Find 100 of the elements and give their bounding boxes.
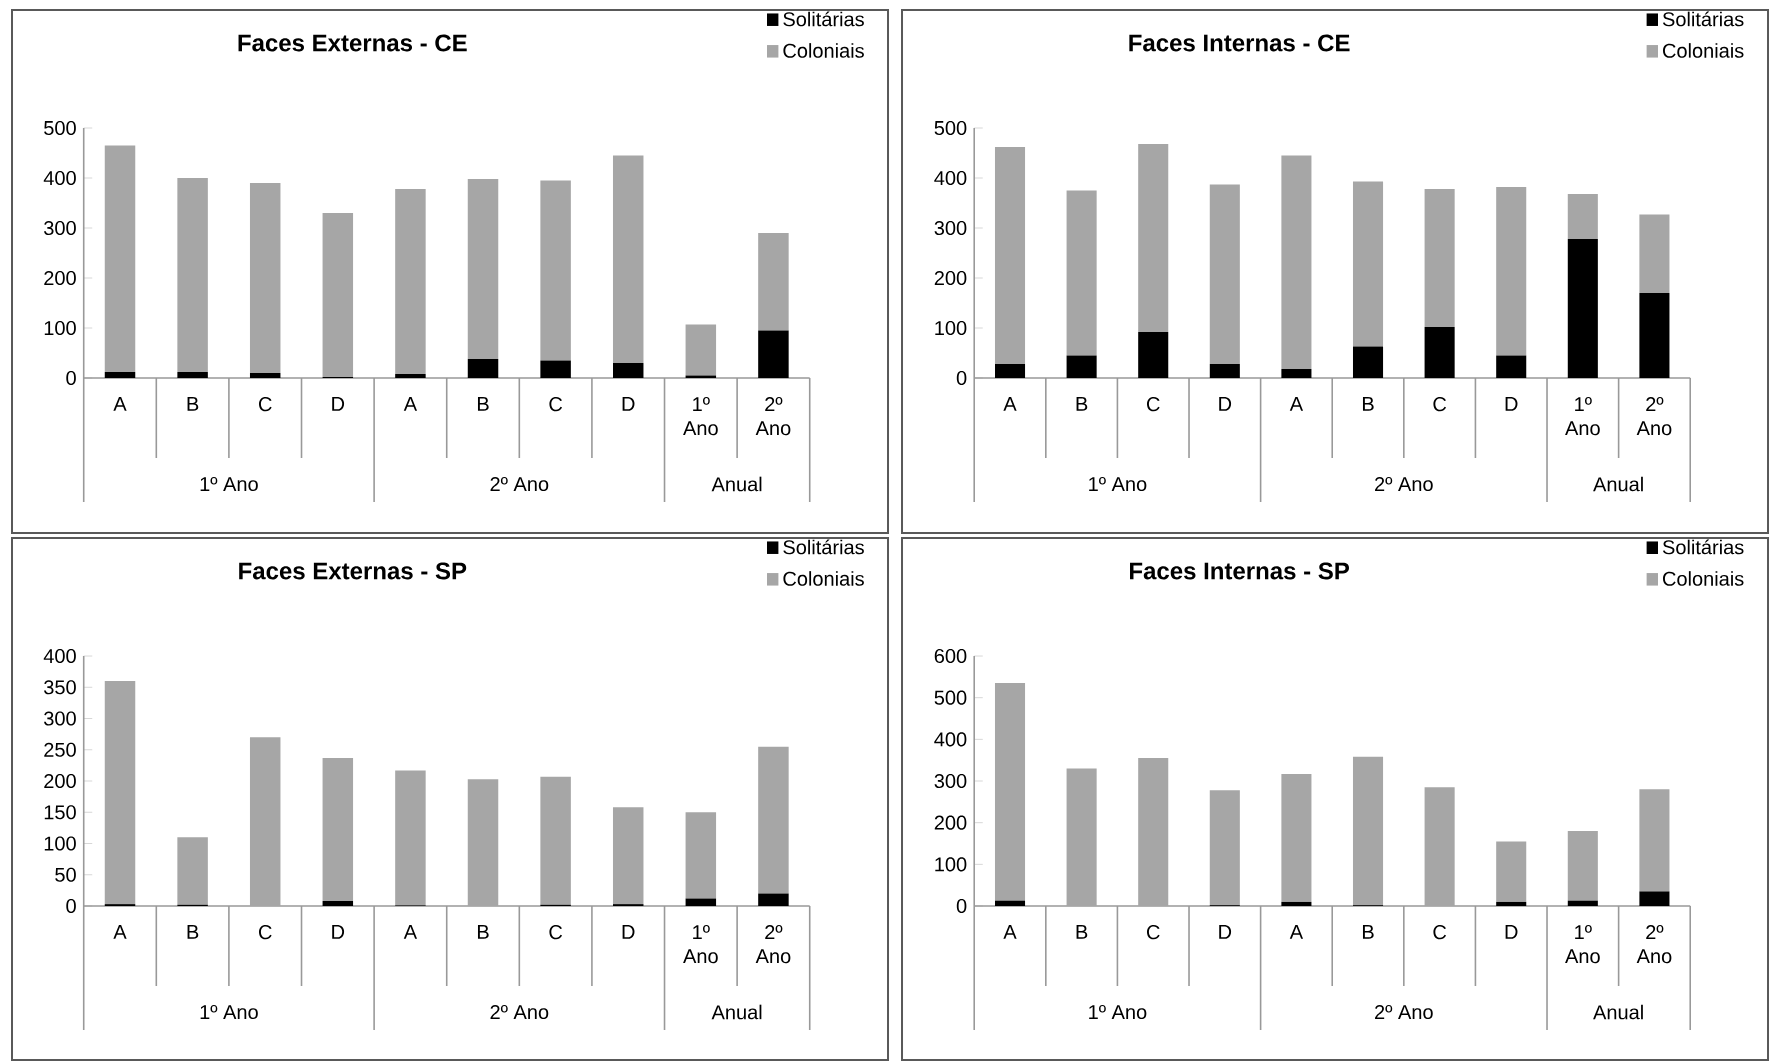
bar xyxy=(1424,189,1455,328)
x-tick-label: A xyxy=(113,925,127,939)
x-tick-label: B xyxy=(1362,397,1374,411)
x-tick-label: B xyxy=(187,397,199,411)
bar xyxy=(1352,756,1384,906)
x-tick-label: C xyxy=(549,925,563,940)
bar xyxy=(540,360,571,379)
y-tick-label: 600 xyxy=(934,648,967,664)
x-tick-label: A xyxy=(1289,925,1304,939)
chart-title: Faces Internas - SP xyxy=(1130,562,1349,580)
bar xyxy=(612,363,644,379)
x-tick-label: B xyxy=(1362,925,1374,939)
bar xyxy=(177,178,208,373)
x-tick-label: 2º Ano xyxy=(1636,397,1672,436)
text: 2º Ano xyxy=(1375,476,1433,492)
bar xyxy=(994,900,1026,907)
bar xyxy=(467,179,499,360)
y-tick-label: 0 xyxy=(956,370,967,386)
x-tick-label: D xyxy=(1505,397,1518,411)
text: 2º Ano xyxy=(1375,1004,1433,1020)
bar xyxy=(1496,901,1527,907)
bar xyxy=(1567,831,1598,901)
bar xyxy=(249,373,281,379)
bar xyxy=(758,233,789,331)
x-tick-label: D xyxy=(332,397,345,411)
x-tick-label: 1º Ano xyxy=(683,925,718,964)
y-tick-label: 300 xyxy=(44,711,76,726)
bar xyxy=(1138,332,1169,379)
bar xyxy=(1496,187,1527,356)
y-tick-label: 300 xyxy=(934,220,967,236)
bar xyxy=(395,374,426,379)
x-tick-label: C xyxy=(1147,397,1160,412)
bar xyxy=(758,330,789,379)
y-tick-label: 150 xyxy=(44,805,76,820)
text: 2º Ano xyxy=(490,1004,549,1020)
text: 1º Ano xyxy=(1089,1004,1147,1020)
legend-label: Solitárias xyxy=(1662,539,1744,555)
legend-label: Coloniais xyxy=(783,571,864,586)
bar xyxy=(612,155,644,364)
bar xyxy=(1281,369,1312,379)
y-tick-label: 50 xyxy=(55,867,76,882)
bar xyxy=(104,372,136,379)
chart-title: Faces Externas - CE xyxy=(238,34,467,52)
bar xyxy=(467,779,499,907)
bar xyxy=(994,683,1026,901)
x-tick-label: C xyxy=(1147,925,1160,940)
text: Anual xyxy=(711,1004,762,1020)
y-tick-label: 500 xyxy=(934,690,967,705)
bar xyxy=(1138,144,1169,333)
text: 1º Ano xyxy=(200,476,258,492)
y-tick-label: 200 xyxy=(44,270,76,286)
bar xyxy=(1567,194,1598,240)
bar xyxy=(1209,184,1240,365)
y-tick-label: 400 xyxy=(934,732,967,747)
bar xyxy=(1639,214,1670,294)
chart-title: Faces Externas - SP xyxy=(239,562,467,580)
y-tick-label: 100 xyxy=(44,836,76,851)
x-tick-label: B xyxy=(187,925,199,939)
legend-label: Coloniais xyxy=(1663,43,1744,58)
x-tick-label: B xyxy=(1076,925,1088,939)
bar xyxy=(1138,758,1169,907)
bar xyxy=(994,147,1026,365)
bar xyxy=(685,812,717,899)
y-tick-label: 0 xyxy=(66,370,76,386)
bar xyxy=(1209,790,1240,906)
text: 1º Ano xyxy=(200,1004,258,1020)
x-tick-label: C xyxy=(1433,925,1447,940)
bar xyxy=(1281,901,1312,907)
x-tick-label: D xyxy=(622,925,635,939)
bar xyxy=(1281,773,1312,902)
text: Anual xyxy=(711,476,762,492)
x-tick-label: B xyxy=(477,925,489,939)
bar xyxy=(177,372,208,379)
x-tick-label: A xyxy=(113,397,127,411)
bar xyxy=(1424,787,1455,907)
bar xyxy=(1066,190,1097,356)
legend-label: Coloniais xyxy=(783,43,864,58)
x-tick-label: D xyxy=(1219,397,1232,411)
x-tick-label: A xyxy=(1003,925,1017,939)
x-tick-label: C xyxy=(549,397,563,412)
y-tick-label: 400 xyxy=(934,170,967,186)
bar xyxy=(994,364,1026,379)
bar xyxy=(1066,768,1097,907)
bar xyxy=(1424,327,1455,379)
bar xyxy=(104,145,136,373)
text: Anual xyxy=(1593,476,1643,492)
y-tick-label: 0 xyxy=(956,898,967,914)
bar xyxy=(467,359,499,379)
x-tick-label: D xyxy=(622,397,635,411)
y-tick-label: 300 xyxy=(934,773,967,789)
y-tick-label: 100 xyxy=(935,320,967,336)
text: 1º Ano xyxy=(1089,476,1147,492)
bar xyxy=(1209,364,1240,379)
y-tick-label: 500 xyxy=(44,120,76,136)
x-tick-label: D xyxy=(1219,925,1232,939)
x-tick-label: A xyxy=(403,925,418,939)
bar xyxy=(1281,155,1312,370)
bar xyxy=(322,901,354,907)
bar xyxy=(104,681,136,905)
y-tick-label: 250 xyxy=(44,742,76,757)
